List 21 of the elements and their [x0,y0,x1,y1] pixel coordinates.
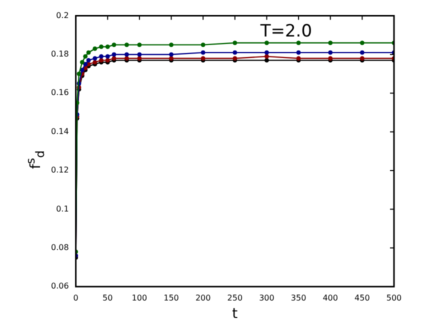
x-tick-label: 0 [73,293,78,302]
x-tick-label: 250 [227,293,243,302]
y-tick-label: 0.14 [51,126,69,136]
y-tick-label: 0.18 [51,50,69,59]
x-tick-label: 500 [386,293,402,302]
x-tick-label: 400 [322,293,338,302]
y-tick-label: 0.16 [51,88,69,98]
x-tick-label: 450 [354,293,370,302]
x-tick-label: 150 [164,293,179,302]
x-tick-label: 350 [290,293,306,302]
x-tick-label: 300 [259,293,274,302]
x-tick-label: 200 [195,293,211,302]
y-tick-label: 0.2 [56,10,69,20]
x-tick-label: 50 [102,293,113,302]
annotation: T=2.0 [259,22,312,42]
y-tick-label: 0.08 [51,242,69,252]
y-tick-label: 0.1 [56,204,69,214]
y-tick-label: 0.12 [51,166,69,175]
y-tick-label: 0.06 [51,282,69,291]
x-tick-label: 100 [132,293,148,302]
x-axis-title: t [232,306,238,322]
